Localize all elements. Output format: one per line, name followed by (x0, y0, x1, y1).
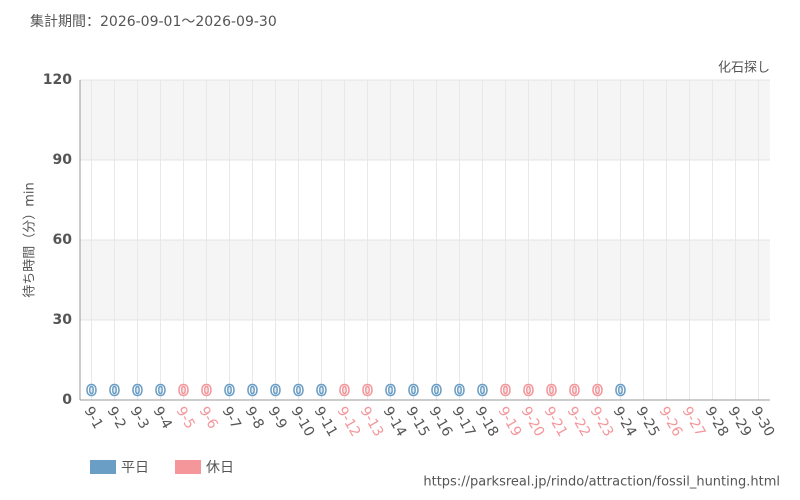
data-label: 0 (523, 382, 533, 400)
x-tick-label: 9-14 (380, 404, 410, 440)
x-tick-label: 9-7 (219, 404, 244, 432)
legend-swatch (175, 460, 201, 474)
x-tick-label: 9-27 (679, 404, 709, 440)
data-label: 0 (132, 382, 142, 400)
data-label: 0 (431, 382, 441, 400)
x-tick-label: 9-19 (495, 404, 525, 440)
x-tick-label: 9-2 (104, 404, 129, 432)
x-tick-label: 9-13 (357, 404, 387, 440)
data-label: 0 (477, 382, 487, 400)
data-label: 0 (615, 382, 625, 400)
x-tick-label: 9-21 (541, 404, 571, 440)
x-tick-label: 9-5 (173, 404, 198, 432)
legend-swatch (90, 460, 116, 474)
x-tick-label: 9-17 (449, 404, 479, 440)
data-label: 0 (592, 382, 602, 400)
y-tick-label: 60 (53, 232, 73, 248)
x-tick-label: 9-24 (610, 404, 640, 440)
data-label: 0 (316, 382, 326, 400)
data-label: 0 (109, 382, 119, 400)
data-label: 0 (86, 382, 96, 400)
x-tick-label: 9-1 (81, 404, 106, 432)
x-tick-label: 9-6 (196, 404, 221, 432)
x-tick-label: 9-26 (656, 404, 686, 440)
data-label: 0 (247, 382, 257, 400)
x-tick-label: 9-11 (311, 404, 341, 440)
x-tick-label: 9-8 (242, 404, 267, 432)
y-tick-label: 120 (43, 72, 72, 88)
data-label: 0 (454, 382, 464, 400)
grid-band (80, 80, 770, 160)
x-tick-label: 9-12 (334, 404, 364, 440)
legend-label: 休日 (206, 460, 234, 476)
y-axis-label: 待ち時間（分）min (23, 182, 38, 298)
x-tick-label: 9-16 (426, 404, 456, 440)
x-tick-label: 9-3 (127, 404, 152, 432)
x-tick-label: 9-9 (265, 404, 290, 432)
x-tick-label: 9-29 (725, 404, 755, 440)
y-tick-label: 90 (53, 152, 73, 168)
y-tick-label: 0 (62, 392, 72, 408)
data-label: 0 (362, 382, 372, 400)
data-label: 0 (178, 382, 188, 400)
data-label: 0 (201, 382, 211, 400)
x-tick-label: 9-30 (748, 404, 778, 440)
source-url: https://parksreal.jp/rindo/attraction/fo… (423, 475, 780, 490)
data-label: 0 (546, 382, 556, 400)
y-tick-label: 30 (53, 312, 73, 328)
x-tick-label: 9-4 (150, 404, 175, 432)
x-tick-label: 9-18 (472, 404, 502, 440)
data-label: 0 (224, 382, 234, 400)
data-label: 0 (385, 382, 395, 400)
data-label: 0 (408, 382, 418, 400)
x-tick-label: 9-15 (403, 404, 433, 440)
x-tick-label: 9-22 (564, 404, 594, 440)
chart-subtitle: 化石探し (718, 61, 770, 76)
data-label: 0 (569, 382, 579, 400)
data-label: 0 (155, 382, 165, 400)
data-label: 0 (270, 382, 280, 400)
legend-label: 平日 (121, 460, 149, 476)
x-tick-label: 9-10 (288, 404, 318, 440)
x-tick-label: 9-23 (587, 404, 617, 440)
x-tick-label: 9-28 (702, 404, 732, 440)
x-tick-label: 9-25 (633, 404, 663, 440)
data-label: 0 (293, 382, 303, 400)
chart-title: 集計期間：2026-09-01～2026-09-30 (30, 13, 277, 30)
data-label: 0 (500, 382, 510, 400)
grid-band (80, 240, 770, 320)
data-label: 0 (339, 382, 349, 400)
x-tick-label: 9-20 (518, 404, 548, 440)
